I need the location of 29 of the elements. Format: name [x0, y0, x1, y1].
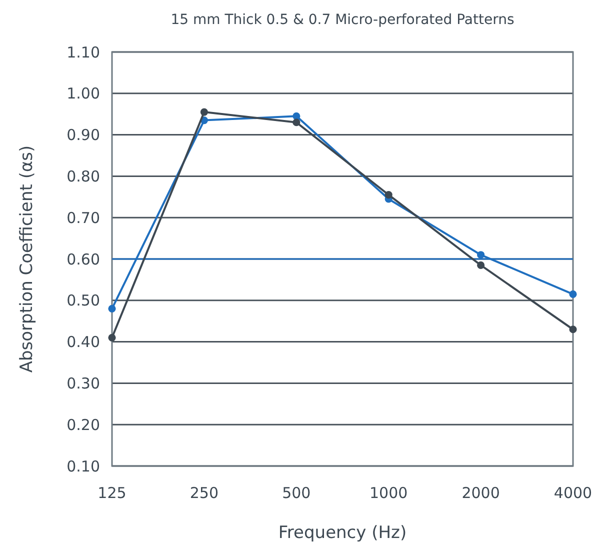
- y-tick-label: 0.80: [66, 167, 100, 186]
- y-tick-label: 1.10: [66, 43, 100, 62]
- x-tick-label: 250: [190, 484, 219, 502]
- y-tick-label: 0.70: [66, 208, 100, 227]
- y-tick-label: 0.40: [66, 333, 100, 352]
- point: [108, 334, 116, 342]
- y-tick-label: 0.60: [66, 250, 100, 268]
- x-tick-label: 2000: [462, 484, 500, 502]
- point: [569, 326, 577, 334]
- x-tick-label: 500: [282, 484, 311, 502]
- chart-title: 15 mm Thick 0.5 & 0.7 Micro-perforated Patterns: [170, 12, 514, 28]
- point: [200, 108, 208, 116]
- x-tick-label: 125: [98, 484, 126, 502]
- point: [108, 304, 116, 312]
- y-tick-label: 0.50: [66, 292, 100, 310]
- y-tick-label: 0.20: [66, 416, 100, 434]
- point: [384, 191, 392, 199]
- point: [477, 251, 485, 259]
- x-tick-label: 1000: [370, 484, 408, 502]
- y-tick-label: 0.90: [66, 126, 100, 144]
- y-tick-label: 0.10: [66, 457, 100, 476]
- x-axis-title: Frequency (Hz): [278, 523, 407, 543]
- y-tick-label: 1.00: [66, 84, 100, 103]
- point: [477, 261, 485, 269]
- point: [292, 118, 300, 126]
- x-tick-label: 4000: [554, 484, 592, 502]
- point: [569, 290, 577, 298]
- y-tick-label: 0.30: [66, 374, 100, 392]
- y-axis-title: Absorption Coefficient (αs): [17, 145, 37, 373]
